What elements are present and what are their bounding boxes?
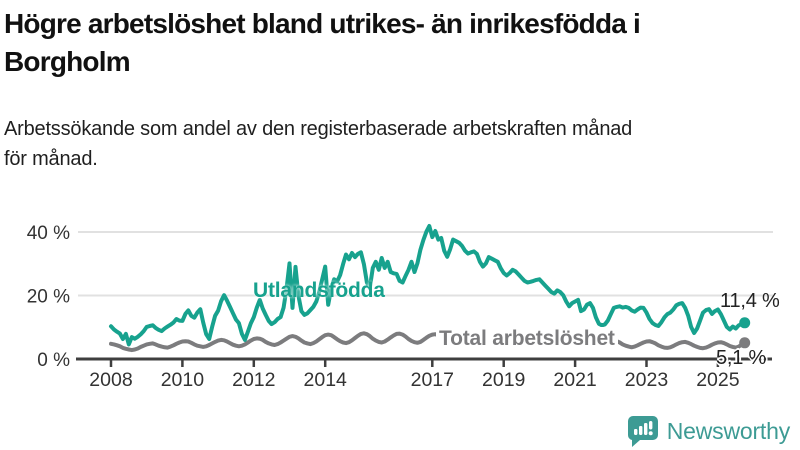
title-line-1: Högre arbetslöshet bland utrikes- än inr… [4, 8, 641, 39]
data-lines [109, 224, 747, 353]
axis-tick-labels: 0 % 20 % 40 % 2008 2010 2012 2014 2017 2019 2021 2… [27, 223, 740, 391]
end-value-total: 5,1 % [716, 347, 767, 369]
svg-text:2008: 2008 [89, 369, 132, 391]
page-title: Högre arbetslöshet bland utrikes- än inr… [4, 5, 796, 81]
svg-text:2014: 2014 [304, 369, 348, 391]
subtitle-line-2: för månad. [4, 148, 98, 170]
svg-text:2021: 2021 [553, 369, 596, 391]
title-line-2: Borgholm [4, 46, 131, 77]
x-axis [76, 357, 772, 367]
series-end-dots [739, 317, 751, 349]
svg-text:2017: 2017 [411, 369, 454, 391]
brand-name: Newsworthy [666, 417, 790, 444]
newsworthy-logo[interactable]: Newsworthy [626, 414, 790, 448]
svg-text:40 %: 40 % [27, 223, 70, 244]
svg-text:2023: 2023 [625, 369, 668, 391]
svg-text:2019: 2019 [482, 369, 525, 391]
bar-chart-speech-bubble-icon [627, 416, 658, 447]
svg-text:20 %: 20 % [27, 287, 70, 308]
svg-text:2012: 2012 [232, 369, 275, 391]
end-value-utlandsfodda: 11,4 % [720, 290, 780, 312]
gridlines [78, 231, 773, 297]
svg-text:0 %: 0 % [37, 350, 70, 371]
subtitle-line-1: Arbetssökande som andel av den registerb… [4, 118, 633, 140]
svg-text:2010: 2010 [161, 369, 205, 391]
series-label-total-arbetsloshet: Total arbetslöshet [436, 327, 618, 351]
chart-subtitle: Arbetssökande som andel av den registerb… [4, 114, 796, 174]
svg-text:2025: 2025 [696, 369, 740, 391]
series-label-utlandsfodda: Utlandsfödda [253, 279, 385, 302]
